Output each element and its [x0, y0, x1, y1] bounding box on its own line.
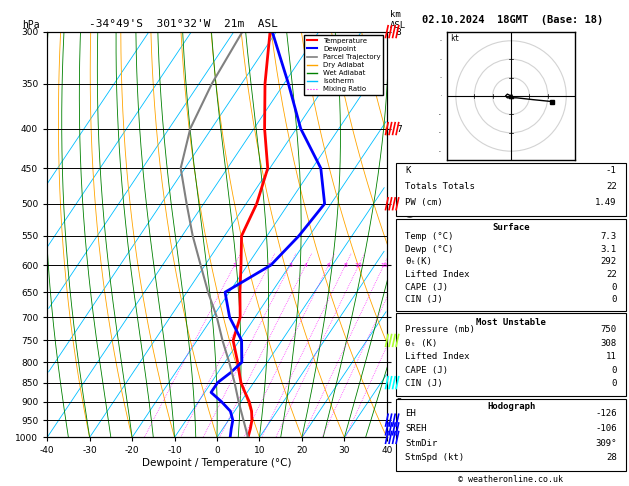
- Text: 22: 22: [606, 270, 616, 279]
- Text: Totals Totals: Totals Totals: [406, 182, 476, 191]
- FancyBboxPatch shape: [396, 163, 626, 216]
- Text: EH: EH: [406, 409, 416, 417]
- Text: 02.10.2024  18GMT  (Base: 18): 02.10.2024 18GMT (Base: 18): [422, 15, 603, 25]
- Text: CIN (J): CIN (J): [406, 380, 443, 388]
- Text: 8: 8: [343, 263, 347, 268]
- Text: -1: -1: [606, 166, 616, 175]
- Text: Surface: Surface: [493, 224, 530, 232]
- Text: 0: 0: [611, 295, 616, 304]
- Text: 1.49: 1.49: [595, 198, 616, 207]
- Text: 28: 28: [606, 453, 616, 463]
- Text: 3.1: 3.1: [601, 245, 616, 254]
- Text: 15: 15: [380, 263, 387, 268]
- Text: StmDir: StmDir: [406, 438, 438, 448]
- Text: hPa: hPa: [21, 19, 40, 30]
- FancyBboxPatch shape: [396, 219, 626, 311]
- Text: StmSpd (kt): StmSpd (kt): [406, 453, 465, 463]
- Legend: Temperature, Dewpoint, Parcel Trajectory, Dry Adiabat, Wet Adiabat, Isotherm, Mi: Temperature, Dewpoint, Parcel Trajectory…: [304, 35, 383, 95]
- FancyBboxPatch shape: [396, 313, 626, 396]
- Text: 2: 2: [267, 263, 271, 268]
- Text: 292: 292: [601, 257, 616, 266]
- Text: Temp (°C): Temp (°C): [406, 232, 454, 241]
- Text: CIN (J): CIN (J): [406, 295, 443, 304]
- Text: 22: 22: [606, 182, 616, 191]
- Text: Lifted Index: Lifted Index: [406, 352, 470, 361]
- Text: PW (cm): PW (cm): [406, 198, 443, 207]
- Text: 309°: 309°: [595, 438, 616, 448]
- Text: 10: 10: [355, 263, 362, 268]
- Text: 750: 750: [601, 325, 616, 334]
- Text: Hodograph: Hodograph: [487, 402, 535, 411]
- Text: 0: 0: [611, 366, 616, 375]
- Title: -34°49'S  301°32'W  21m  ASL: -34°49'S 301°32'W 21m ASL: [89, 19, 277, 30]
- Text: -126: -126: [595, 409, 616, 417]
- Text: SREH: SREH: [406, 424, 427, 433]
- Text: LCL: LCL: [414, 416, 429, 425]
- Text: K: K: [406, 166, 411, 175]
- Text: CAPE (J): CAPE (J): [406, 282, 448, 292]
- Text: 0: 0: [611, 282, 616, 292]
- Text: Most Unstable: Most Unstable: [476, 318, 546, 327]
- Y-axis label: Mixing Ratio (g/kg): Mixing Ratio (g/kg): [406, 189, 416, 280]
- Text: 0: 0: [611, 380, 616, 388]
- Text: 308: 308: [601, 339, 616, 348]
- Text: CAPE (J): CAPE (J): [406, 366, 448, 375]
- Text: θₜ(K): θₜ(K): [406, 257, 432, 266]
- Text: kt: kt: [450, 34, 460, 43]
- Text: © weatheronline.co.uk: © weatheronline.co.uk: [459, 474, 563, 484]
- Text: 3: 3: [288, 263, 292, 268]
- Text: 7.3: 7.3: [601, 232, 616, 241]
- Text: 6: 6: [326, 263, 330, 268]
- Text: Lifted Index: Lifted Index: [406, 270, 470, 279]
- Text: -106: -106: [595, 424, 616, 433]
- Text: 4: 4: [304, 263, 308, 268]
- Text: 11: 11: [606, 352, 616, 361]
- Text: Pressure (mb): Pressure (mb): [406, 325, 476, 334]
- Text: 1: 1: [233, 263, 237, 268]
- X-axis label: Dewpoint / Temperature (°C): Dewpoint / Temperature (°C): [142, 458, 292, 468]
- Text: km
ASL: km ASL: [390, 10, 406, 30]
- Text: Dewp (°C): Dewp (°C): [406, 245, 454, 254]
- FancyBboxPatch shape: [396, 399, 626, 471]
- Text: θₜ (K): θₜ (K): [406, 339, 438, 348]
